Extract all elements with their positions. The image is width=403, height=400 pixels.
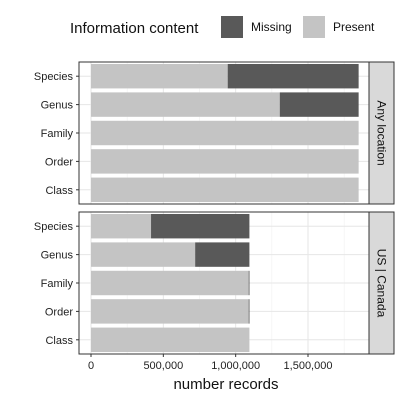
x-tick-label: 1,000,000 [211,360,260,372]
y-tick-label: Genus [41,100,74,112]
y-tick-label: Family [41,128,74,140]
legend-swatch-missing [221,16,243,38]
panels: Species Genus Family Order Class Any location… [34,61,395,355]
legend: Information content Missing Present [70,16,375,38]
bar-missing-family [248,270,250,296]
y-tick-label: Species [34,71,74,83]
x-axis-label: number records [173,376,278,393]
y-tick-label: Class [45,335,73,347]
x-tick-label: 1,500,000 [284,360,333,372]
bar-present-species [91,63,228,89]
legend-title: Information content [70,20,199,37]
y-tick-label: Order [45,306,73,318]
y-tick-label: Class [45,185,73,197]
strip [368,211,395,355]
x-tick-label: 500,000 [143,360,183,372]
bar-missing-genus [279,92,359,117]
bar-present-family [91,120,359,146]
x-tick-label: 0 [88,360,94,372]
bar-present-genus [91,92,280,117]
legend-swatch-present [303,16,325,38]
bar-missing-species [151,213,250,239]
bar-present-genus [91,242,196,267]
bar-present-species [91,213,152,239]
panel-2: Species Genus Family Order Class US | Canada [34,211,395,355]
legend-label-missing: Missing [251,20,292,34]
y-tick-label: Family [41,278,74,290]
x-axis: 0 500,000 1,000,000 1,500,000 [88,354,333,372]
bar-present-order [91,299,249,324]
bar-present-class [91,177,359,203]
y-tick-label: Species [34,221,74,233]
bar-missing-order [248,299,250,324]
y-tick-label: Genus [41,250,74,262]
y-tick-label: Order [45,156,73,168]
bar-present-family [91,270,249,296]
bar-missing-species [227,63,359,89]
panel-1: Species Genus Family Order Class Any location [34,61,395,205]
legend-label-present: Present [333,20,375,34]
strip-label: US | Canada [375,249,389,318]
strip-label: Any location [375,100,389,165]
bar-present-order [91,149,359,174]
bar-present-class [91,327,250,353]
bar-missing-genus [195,242,250,267]
strip [368,61,395,205]
